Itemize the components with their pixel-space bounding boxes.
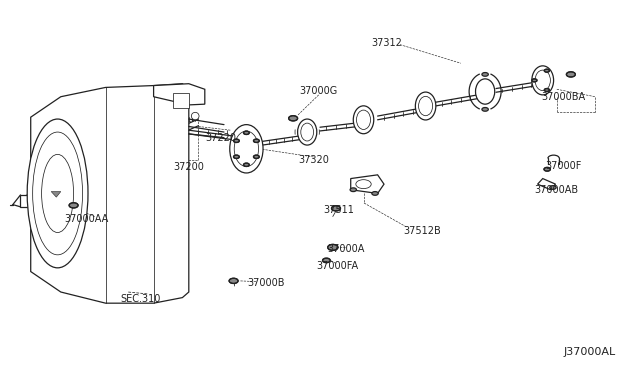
Text: 37320: 37320	[298, 155, 329, 165]
Circle shape	[243, 131, 250, 135]
Ellipse shape	[191, 112, 199, 120]
Text: 37000G: 37000G	[300, 86, 338, 96]
Circle shape	[323, 258, 330, 263]
Ellipse shape	[353, 106, 374, 134]
Text: 37000A: 37000A	[327, 244, 364, 254]
Circle shape	[332, 206, 340, 211]
Circle shape	[544, 167, 550, 171]
Circle shape	[545, 69, 549, 72]
Ellipse shape	[27, 119, 88, 268]
Text: 37220: 37220	[205, 133, 236, 142]
Text: 37511: 37511	[324, 205, 355, 215]
Text: SEC.310: SEC.310	[120, 295, 161, 304]
Polygon shape	[538, 179, 556, 190]
Text: 37312: 37312	[372, 38, 403, 48]
Circle shape	[372, 192, 378, 195]
Polygon shape	[173, 93, 189, 108]
Text: 37512B: 37512B	[404, 226, 441, 235]
Circle shape	[234, 155, 239, 158]
Polygon shape	[51, 192, 61, 197]
Circle shape	[289, 116, 298, 121]
Text: 37000FA: 37000FA	[316, 261, 358, 271]
Circle shape	[482, 108, 488, 111]
Circle shape	[550, 186, 556, 189]
Text: J37000AL: J37000AL	[563, 347, 616, 357]
Circle shape	[243, 163, 250, 167]
Circle shape	[566, 72, 575, 77]
Circle shape	[229, 278, 238, 283]
Circle shape	[253, 139, 259, 142]
Circle shape	[328, 244, 338, 250]
Ellipse shape	[230, 125, 263, 173]
Text: 37000AA: 37000AA	[64, 215, 109, 224]
Ellipse shape	[298, 119, 317, 145]
Ellipse shape	[532, 66, 554, 95]
Text: 37200: 37200	[173, 163, 204, 172]
Circle shape	[545, 89, 549, 92]
Circle shape	[69, 203, 78, 208]
Circle shape	[234, 139, 239, 142]
Text: 37000AB: 37000AB	[535, 185, 579, 195]
Text: 37000F: 37000F	[545, 161, 581, 170]
Text: 37000BA: 37000BA	[541, 92, 585, 102]
Circle shape	[253, 155, 259, 158]
Polygon shape	[154, 84, 205, 105]
Ellipse shape	[415, 92, 436, 120]
Circle shape	[350, 188, 356, 192]
Circle shape	[532, 79, 537, 82]
Text: 37000B: 37000B	[247, 278, 284, 288]
Polygon shape	[351, 175, 384, 193]
Polygon shape	[31, 84, 189, 303]
Circle shape	[482, 73, 488, 76]
Ellipse shape	[476, 79, 495, 104]
Polygon shape	[20, 195, 35, 207]
